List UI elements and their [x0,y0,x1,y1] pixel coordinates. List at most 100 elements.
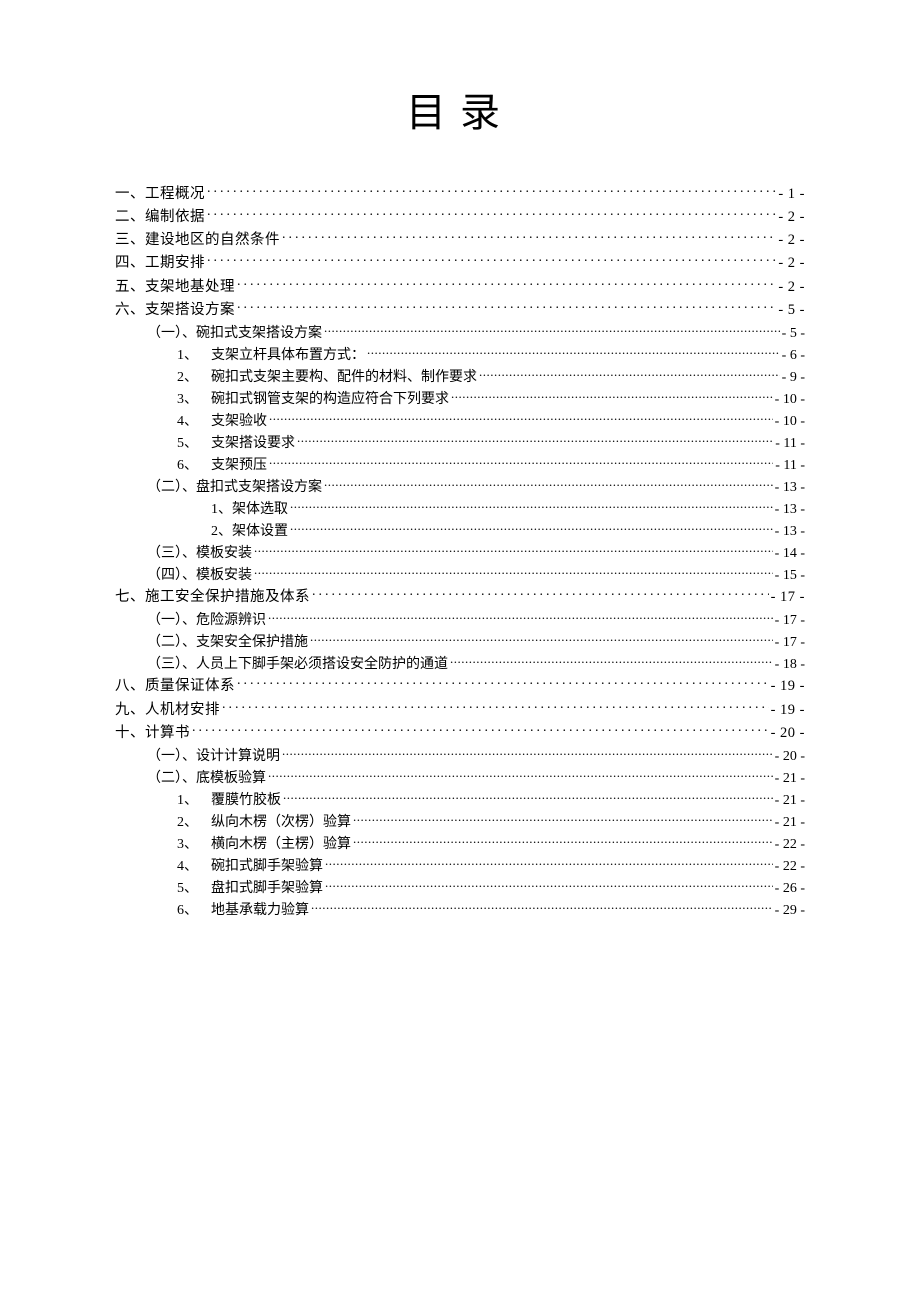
toc-entry: 一、工程概况- 1 - [115,183,805,205]
toc-page: - 5 - [778,300,805,322]
toc-text: 支架搭设要求 [211,436,295,451]
toc-page: - 20 - [775,746,805,767]
toc-marker: 6、 [177,900,211,921]
toc-label: 2、纵向木楞（次楞）验算 [177,812,351,833]
toc-page: - 21 - [775,768,805,789]
toc-text: 危险源辨识 [196,613,266,628]
toc-entry: 4、支架验收- 10 - [115,411,805,432]
toc-label: 二、编制依据 [115,207,205,229]
toc-label: 一、工程概况 [115,184,205,206]
toc-label: 2、碗扣式支架主要构、配件的材料、制作要求 [177,367,477,388]
toc-leader [312,587,769,602]
toc-page: - 10 - [775,411,805,432]
toc-label: 1、架体选取 [163,499,288,520]
toc-leader [254,543,773,557]
toc-entry: 3、横向木楞（主楞）验算 - 22 - [115,834,805,855]
toc-label: 四、工期安排 [115,253,205,275]
toc-entry: （一）、碗扣式支架搭设方案- 5 - [115,323,805,344]
toc-text: 人员上下脚手架必须搭设安全防护的通道 [196,657,448,672]
toc-leader [367,345,780,359]
toc-entry: 5、盘扣式脚手架验算- 26 - [115,878,805,899]
toc-entry: 十、计算书- 20 - [115,722,805,744]
toc-entry: 五、支架地基处理- 2 - [115,276,805,298]
toc-label: （三）、模板安装 [147,543,252,564]
toc-label: （二）、底模板验算 [147,768,266,789]
toc-label: （四）、模板安装 [147,565,252,586]
toc-leader [310,632,773,646]
toc-page: - 21 - [775,790,805,811]
toc-leader [269,455,773,469]
toc-marker: （三）、 [147,654,196,675]
toc-entry: （三）、模板安装- 14 - [115,543,805,564]
toc-entry: 二、编制依据 - 2 - [115,206,805,228]
toc-marker: （三）、 [147,543,196,564]
toc-leader [297,433,773,447]
toc-leader [268,768,773,782]
toc-page: - 18 - [775,654,805,675]
toc-page: - 2 - [778,277,805,299]
toc-page: - 17 - [775,610,805,631]
table-of-contents: 一、工程概况- 1 -二、编制依据- 2 -三、建设地区的自然条件- 2 -四、… [115,183,805,921]
toc-label: （一）、碗扣式支架搭设方案 [147,323,322,344]
toc-marker: 5、 [177,878,211,899]
toc-page: - 9 - [782,367,805,388]
toc-entry: 八、质量保证体系 - 19 - [115,676,805,698]
toc-page: - 17 - [775,632,805,653]
toc-leader [207,206,776,221]
toc-page: - 21 - [775,812,805,833]
toc-marker: 3、 [177,389,211,410]
toc-label: 1、覆膜竹胶板 [177,790,281,811]
toc-text: 纵向木楞（次楞）验算 [211,815,351,830]
toc-leader [283,790,773,804]
toc-text: 1、架体选取 [211,502,288,517]
toc-text: 地基承载力验算 [211,903,309,918]
toc-text: 横向木楞（主楞）验算 [211,837,351,852]
toc-entry: 3、碗扣式钢管支架的构造应符合下列要求- 10 - [115,389,805,410]
toc-entry: （一）、危险源辨识 - 17 - [115,610,805,631]
toc-page: - 2 - [778,207,805,229]
toc-leader [353,834,773,848]
toc-leader [282,746,773,760]
toc-label: （一）、危险源辨识 [147,610,266,631]
toc-leader [192,722,769,737]
toc-label: 6、支架预压 [177,455,267,476]
toc-leader [268,610,773,624]
toc-marker: （一）、 [147,323,196,344]
toc-page: - 17 - [771,587,805,609]
toc-page: - 22 - [775,834,805,855]
toc-leader [290,499,773,513]
toc-entry: 六、支架搭设方案- 5 - [115,299,805,321]
toc-page: - 6 - [782,345,805,366]
toc-text: 碗扣式支架主要构、配件的材料、制作要求 [211,370,477,385]
toc-label: 5、支架搭设要求 [177,433,295,454]
toc-entry: 四、工期安排- 2 - [115,253,805,275]
toc-label: （一）、设计计算说明 [147,746,280,767]
toc-text: 支架验收 [211,414,267,429]
toc-entry: 1、覆膜竹胶板 - 21 - [115,790,805,811]
toc-label: 三、建设地区的自然条件 [115,230,280,252]
toc-label: 3、横向木楞（主楞）验算 [177,834,351,855]
toc-entry: （二）、盘扣式支架搭设方案- 13 - [115,477,805,498]
toc-entry: （二）、底模板验算 - 21 - [115,768,805,789]
toc-leader [325,878,773,892]
toc-marker: 6、 [177,455,211,476]
toc-label: 九、人机材安排 [115,700,220,722]
toc-label: 八、质量保证体系 [115,676,235,698]
toc-leader [237,276,776,291]
toc-entry: 6、地基承载力验算- 29 - [115,900,805,921]
toc-entry: 1、架体选取- 13 - [115,499,805,520]
toc-leader [353,812,773,826]
toc-page: - 19 - [771,676,805,698]
toc-entry: 5、支架搭设要求- 11 - [115,433,805,454]
toc-marker: （二）、 [147,477,196,498]
toc-text: 支架立杆具体布置方式： [211,348,365,363]
toc-page: - 11 - [775,455,805,476]
toc-page: - 13 - [775,477,805,498]
toc-leader [311,900,773,914]
toc-leader [325,856,773,870]
toc-entry: （三）、人员上下脚手架必须搭设安全防护的通道 - 18 - [115,654,805,675]
toc-marker: （四）、 [147,565,196,586]
toc-label: 5、盘扣式脚手架验算 [177,878,323,899]
toc-marker: （一）、 [147,746,196,767]
toc-page: - 10 - [775,389,805,410]
